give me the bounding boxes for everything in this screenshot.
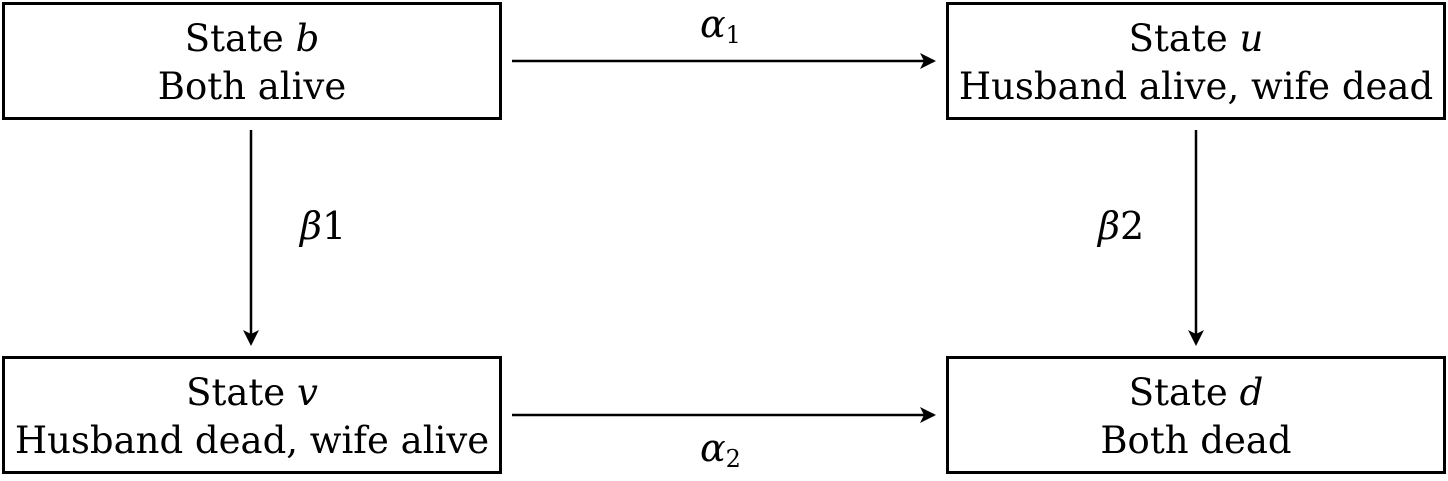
beta2-suffix: 2 [1119,204,1145,248]
state-b-title: State [184,17,284,60]
label-beta2: β2 [1098,204,1144,248]
arrow-b-to-u-head [920,53,936,69]
arrow-v-to-d-head [920,407,936,423]
state-v-heading: State v [5,369,499,417]
beta1-suffix: 1 [321,204,347,248]
state-d-box: State d Both dead [946,356,1446,474]
state-d-title: State [1128,371,1228,414]
state-v-symbol: v [296,371,318,414]
state-b-heading: State b [5,15,499,63]
alpha1-subscript: 1 [725,21,741,49]
label-alpha1: α1 [700,2,741,57]
state-d-description: Both dead [1100,419,1292,462]
state-u-title: State [1128,17,1228,60]
arrow-u-to-d-head [1188,330,1204,346]
beta2-symbol: β [1098,204,1120,248]
state-d-symbol: d [1239,371,1264,414]
state-b-description: Both alive [157,65,347,108]
state-d-heading: State d [949,369,1443,417]
alpha1-symbol: α [700,2,726,46]
beta1-symbol: β [300,204,322,248]
state-v-title: State [186,371,286,414]
arrow-b-to-v-head [243,330,259,346]
state-v-description: Husband dead, wife alive [14,419,490,462]
state-b-symbol: b [295,17,320,60]
state-u-box: State u Husband alive, wife dead [946,2,1446,120]
state-b-box: State b Both alive [2,2,502,120]
label-alpha2: α2 [700,426,741,481]
label-beta1: β1 [300,204,346,248]
state-u-description: Husband alive, wife dead [958,65,1434,108]
alpha2-symbol: α [700,426,726,470]
state-u-symbol: u [1239,17,1264,60]
state-u-heading: State u [949,15,1443,63]
state-v-box: State v Husband dead, wife alive [2,356,502,474]
alpha2-subscript: 2 [725,445,741,473]
